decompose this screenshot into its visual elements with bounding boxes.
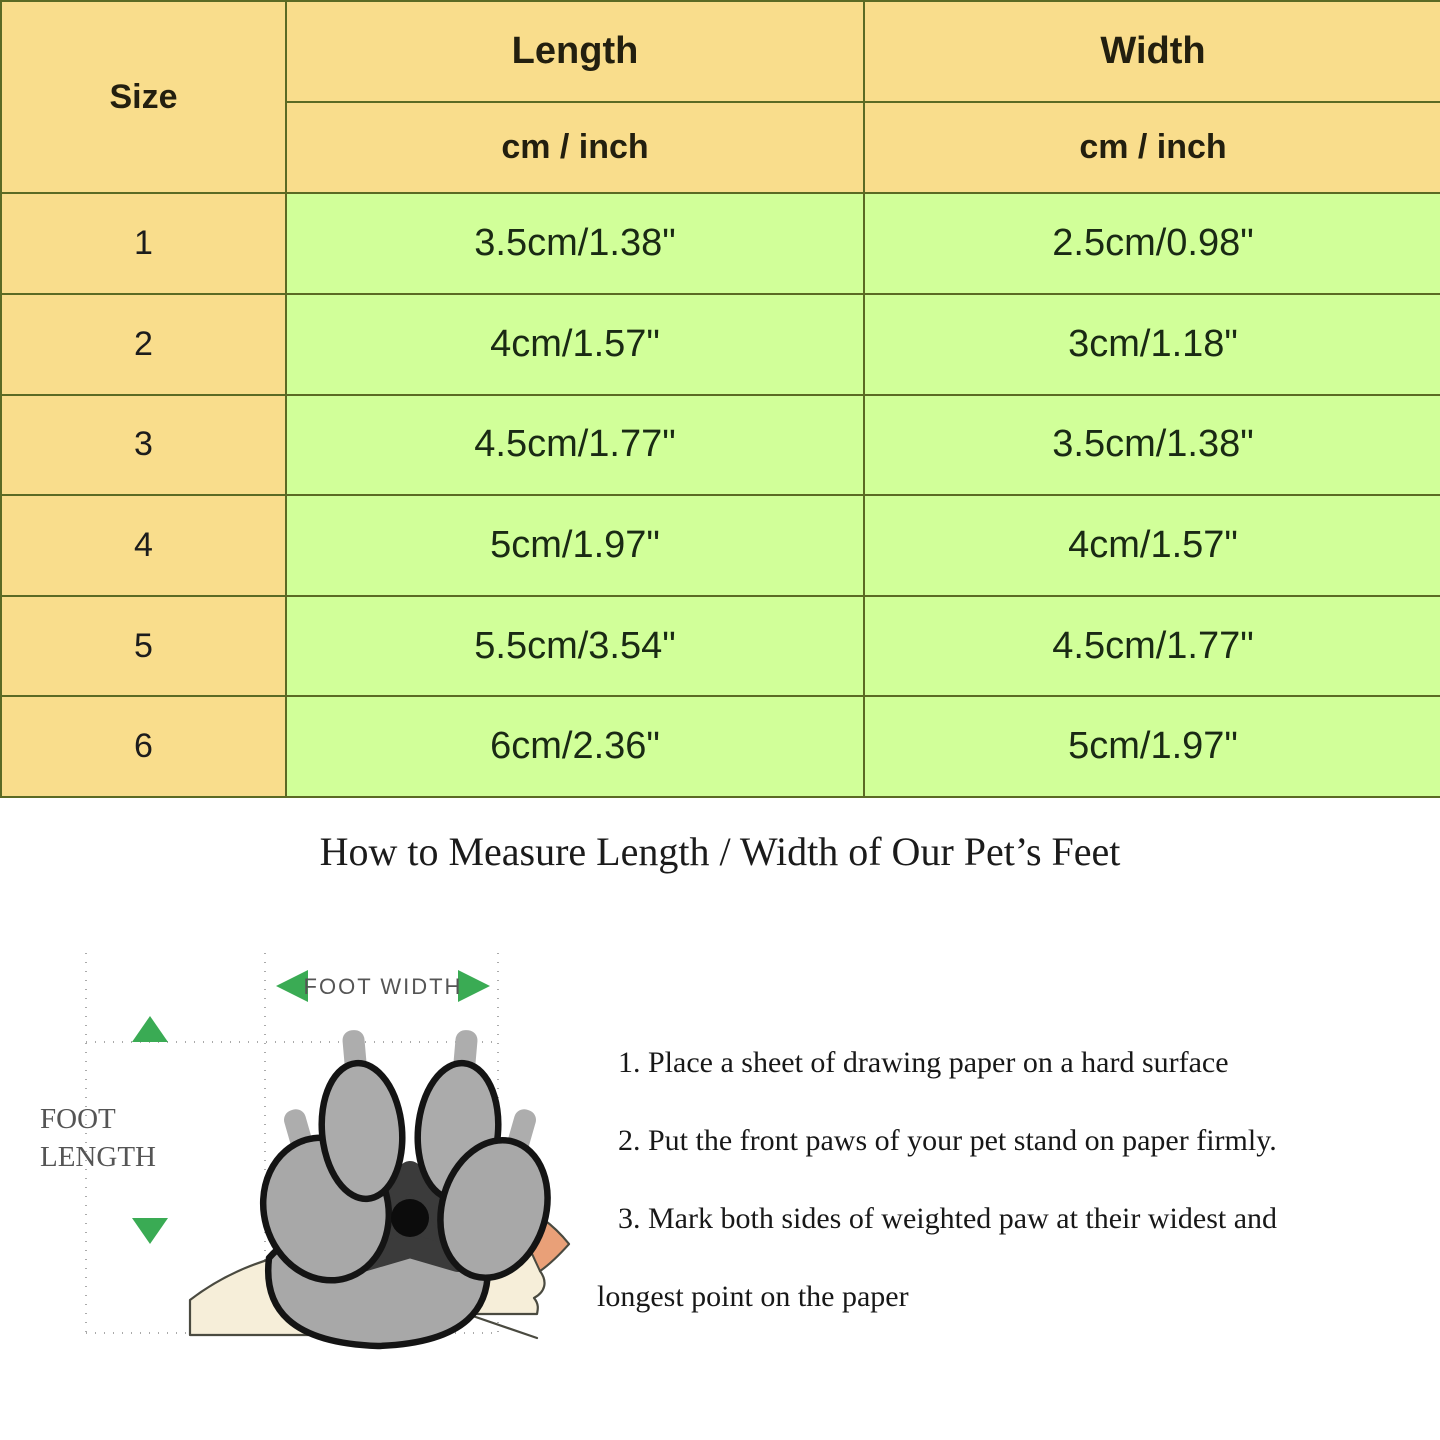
svg-text:LENGTH: LENGTH [40,1141,156,1173]
svg-text:FOOT: FOOT [40,1103,116,1135]
svg-text:FOOT WIDTH: FOOT WIDTH [304,974,463,999]
